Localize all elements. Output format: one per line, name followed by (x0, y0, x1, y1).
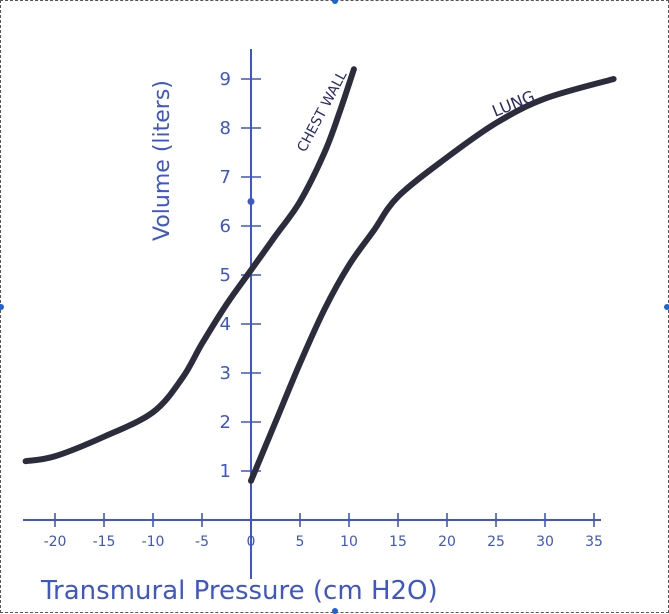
y-tick-label: 9 (220, 69, 231, 90)
y-tick-label: 4 (220, 314, 231, 335)
y-axis-label: Volume (liters) (150, 80, 175, 241)
y-tick-label: 8 (220, 118, 231, 139)
x-tick-label: 15 (389, 534, 407, 550)
y-tick-label: 5 (220, 265, 231, 286)
y-tick-label: 7 (220, 167, 231, 188)
resize-handle-right[interactable] (664, 304, 669, 310)
x-axis-label: Transmural Pressure (cm H2O) (40, 576, 438, 606)
y-tick-label: 3 (220, 363, 231, 384)
x-tick-label: 5 (296, 534, 305, 550)
x-tick-label: -20 (44, 534, 67, 550)
chart-curves (22, 66, 617, 484)
resize-handle-left[interactable] (0, 304, 4, 310)
x-tick-label: -10 (142, 534, 165, 550)
x-tick-label: 10 (340, 534, 358, 550)
y-tick-label: 2 (220, 412, 231, 433)
chart-axes: -20 -15 -10 -5 0 5 10 15 20 25 30 35 1 2 3 4 5 6 7 8 9 (23, 49, 603, 579)
x-tick-label: 35 (585, 534, 603, 550)
x-tick-label: -15 (93, 534, 116, 550)
y-tick-label: 1 (220, 461, 231, 482)
y-tick-label: 6 (220, 216, 231, 237)
x-tick-label: 30 (536, 534, 554, 550)
chest-wall-curve (22, 66, 357, 465)
marker-point (247, 198, 255, 205)
lung-curve (248, 76, 617, 484)
resize-handle-bottom[interactable] (332, 608, 338, 614)
x-tick-label: 20 (438, 534, 456, 550)
x-tick-label: -5 (195, 534, 209, 550)
resize-handle-top[interactable] (332, 0, 338, 4)
x-tick-label: 25 (487, 534, 505, 550)
x-tick-label: 0 (247, 534, 256, 550)
